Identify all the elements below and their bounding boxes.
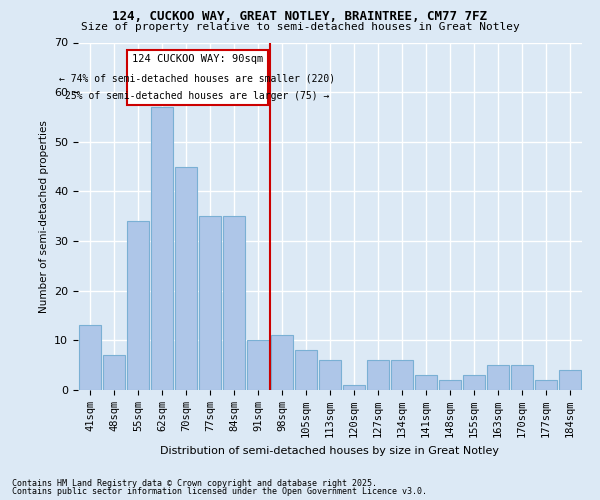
Bar xyxy=(199,216,221,390)
Bar xyxy=(535,380,557,390)
Text: Size of property relative to semi-detached houses in Great Notley: Size of property relative to semi-detach… xyxy=(80,22,520,32)
Bar xyxy=(295,350,317,390)
Bar xyxy=(319,360,341,390)
FancyBboxPatch shape xyxy=(127,50,268,104)
Bar xyxy=(247,340,269,390)
Bar xyxy=(415,375,437,390)
Bar xyxy=(439,380,461,390)
Bar xyxy=(559,370,581,390)
X-axis label: Distribution of semi-detached houses by size in Great Notley: Distribution of semi-detached houses by … xyxy=(161,446,499,456)
Bar xyxy=(463,375,485,390)
Bar xyxy=(127,221,149,390)
Bar xyxy=(175,166,197,390)
Y-axis label: Number of semi-detached properties: Number of semi-detached properties xyxy=(38,120,49,312)
Bar xyxy=(343,385,365,390)
Bar xyxy=(103,355,125,390)
Bar xyxy=(271,336,293,390)
Bar xyxy=(391,360,413,390)
Text: 124 CUCKOO WAY: 90sqm: 124 CUCKOO WAY: 90sqm xyxy=(132,54,263,64)
Bar xyxy=(151,107,173,390)
Text: 25% of semi-detached houses are larger (75) →: 25% of semi-detached houses are larger (… xyxy=(65,90,329,101)
Text: ← 74% of semi-detached houses are smaller (220): ← 74% of semi-detached houses are smalle… xyxy=(59,74,335,84)
Bar xyxy=(79,326,101,390)
Bar xyxy=(367,360,389,390)
Bar xyxy=(511,365,533,390)
Text: 124, CUCKOO WAY, GREAT NOTLEY, BRAINTREE, CM77 7FZ: 124, CUCKOO WAY, GREAT NOTLEY, BRAINTREE… xyxy=(113,10,487,23)
Bar xyxy=(487,365,509,390)
Text: Contains public sector information licensed under the Open Government Licence v3: Contains public sector information licen… xyxy=(12,487,427,496)
Bar xyxy=(223,216,245,390)
Text: Contains HM Land Registry data © Crown copyright and database right 2025.: Contains HM Land Registry data © Crown c… xyxy=(12,478,377,488)
